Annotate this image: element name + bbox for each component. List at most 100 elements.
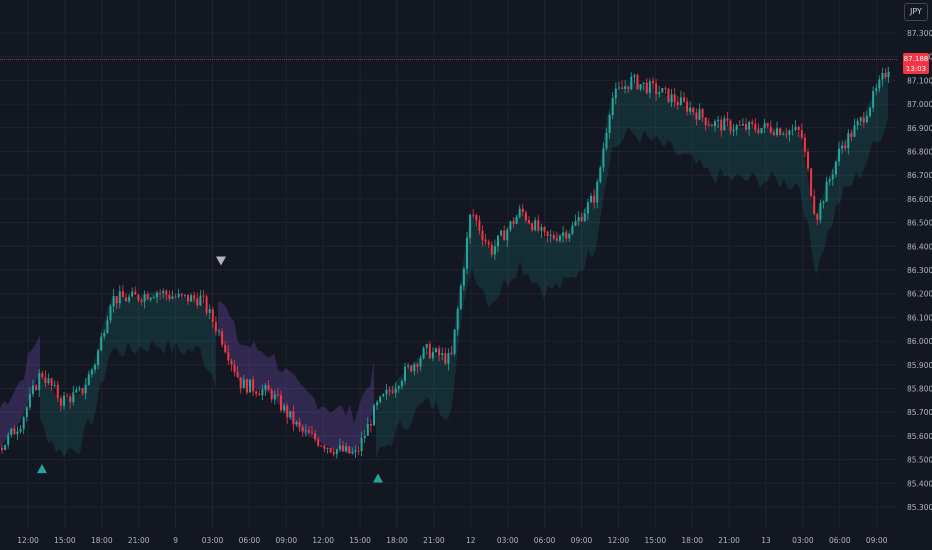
candle-bull <box>335 449 338 455</box>
candle-bear <box>193 295 196 299</box>
candle-bull <box>493 246 496 255</box>
candle-bear <box>388 389 391 392</box>
candle-bull <box>466 237 468 269</box>
candle-bear <box>769 126 772 133</box>
candle-bull <box>825 181 828 202</box>
candle-bull <box>143 294 146 302</box>
candle-bear <box>475 215 478 221</box>
y-tick-label: 86.100 <box>907 313 932 322</box>
candle-bull <box>661 87 664 93</box>
candle-bull <box>354 450 357 452</box>
candle-bull <box>345 446 348 452</box>
candle-bull <box>199 295 202 306</box>
candle-bull <box>596 181 599 203</box>
candle-bull <box>462 268 465 286</box>
candle-bull <box>326 448 329 449</box>
x-tick-label: 13 <box>761 536 771 545</box>
candle-bear <box>524 212 527 221</box>
candle-bull <box>376 402 379 406</box>
x-tick-label: 9 <box>173 536 178 545</box>
candle-bear <box>720 119 723 131</box>
candle-bear <box>369 423 372 426</box>
candle-bull <box>261 389 264 396</box>
candle-bull <box>149 297 152 300</box>
candle-bear <box>202 295 205 297</box>
candle-bear <box>221 331 224 345</box>
candle-bull <box>435 348 437 353</box>
candle-bull <box>47 378 50 384</box>
candle-bull <box>103 333 106 337</box>
candle-bull <box>190 295 193 302</box>
price-axis[interactable]: 87.30087.20087.10087.00086.90086.80086.7… <box>907 29 932 512</box>
candle-bear <box>56 384 59 399</box>
candle-bull <box>90 369 93 375</box>
x-tick-label: 21:00 <box>128 536 150 545</box>
candle-bear <box>543 227 546 232</box>
candle-bull <box>865 116 868 123</box>
y-tick-label: 86.400 <box>907 242 932 251</box>
candle-bull <box>264 385 267 390</box>
candle-bull <box>456 308 459 330</box>
candle-bear <box>850 132 853 137</box>
candle-bear <box>729 120 732 132</box>
candle-bull <box>577 217 580 222</box>
candle-bull <box>84 385 87 394</box>
candle-bull <box>400 381 403 387</box>
candle-bull <box>397 386 400 389</box>
candle-bear <box>807 151 809 169</box>
candle-bull <box>670 94 673 103</box>
y-tick-label: 85.800 <box>907 385 932 394</box>
candle-bull <box>425 344 428 348</box>
candle-bull <box>838 148 840 162</box>
candle-bear <box>230 360 233 365</box>
y-tick-label: 86.800 <box>907 148 932 157</box>
y-tick-label: 86.600 <box>907 195 932 204</box>
candle-bull <box>351 451 354 454</box>
candle-bull <box>419 358 422 367</box>
currency-badge[interactable]: JPY <box>904 3 928 21</box>
candle-bear <box>320 445 323 447</box>
candle-bull <box>338 445 341 450</box>
candle-bull <box>714 121 716 127</box>
candle-bull <box>289 411 292 418</box>
candle-bull <box>16 431 19 435</box>
candle-bull <box>112 296 115 307</box>
candle-bull <box>109 306 112 321</box>
trend-cloud <box>0 65 888 460</box>
candle-bear <box>255 391 258 394</box>
candle-bull <box>404 366 406 382</box>
candle-bull <box>177 293 180 297</box>
candle-bear <box>707 124 710 126</box>
candle-bull <box>28 394 31 408</box>
candle-bull <box>568 233 571 239</box>
candle-bull <box>583 213 586 222</box>
x-tick-label: 21:00 <box>423 536 445 545</box>
time-axis[interactable]: 12:00 15:00 18:00 21:00 9 03:00 06:00 09:00 12:0… <box>17 536 888 545</box>
candle-bull <box>497 235 499 247</box>
y-tick-label: 86.300 <box>907 266 932 275</box>
candle-bear <box>862 117 865 123</box>
candle-bear <box>754 124 757 130</box>
candle-bear <box>531 223 534 231</box>
candle-bear <box>552 234 555 239</box>
candle-bear <box>701 109 704 118</box>
bearish-cloud <box>0 335 40 448</box>
candle-bear <box>652 81 654 84</box>
y-tick-label: 87.300 <box>907 29 932 38</box>
candle-bear <box>704 117 707 125</box>
candle-bear <box>280 395 282 411</box>
candle-bull <box>10 428 13 435</box>
grid-lines <box>0 0 898 530</box>
candle-bull <box>887 71 890 78</box>
y-tick-label: 85.900 <box>907 361 932 370</box>
candle-bull <box>611 98 614 116</box>
candle-bull <box>162 290 165 294</box>
y-tick-label: 86.000 <box>907 337 932 346</box>
candle-bear <box>565 232 568 239</box>
candle-bull <box>782 134 785 135</box>
candle-bull <box>447 352 450 364</box>
candle-bear <box>627 86 630 90</box>
candle-bear <box>81 388 84 394</box>
candle-bull <box>38 373 41 390</box>
candle-bear <box>44 376 47 384</box>
